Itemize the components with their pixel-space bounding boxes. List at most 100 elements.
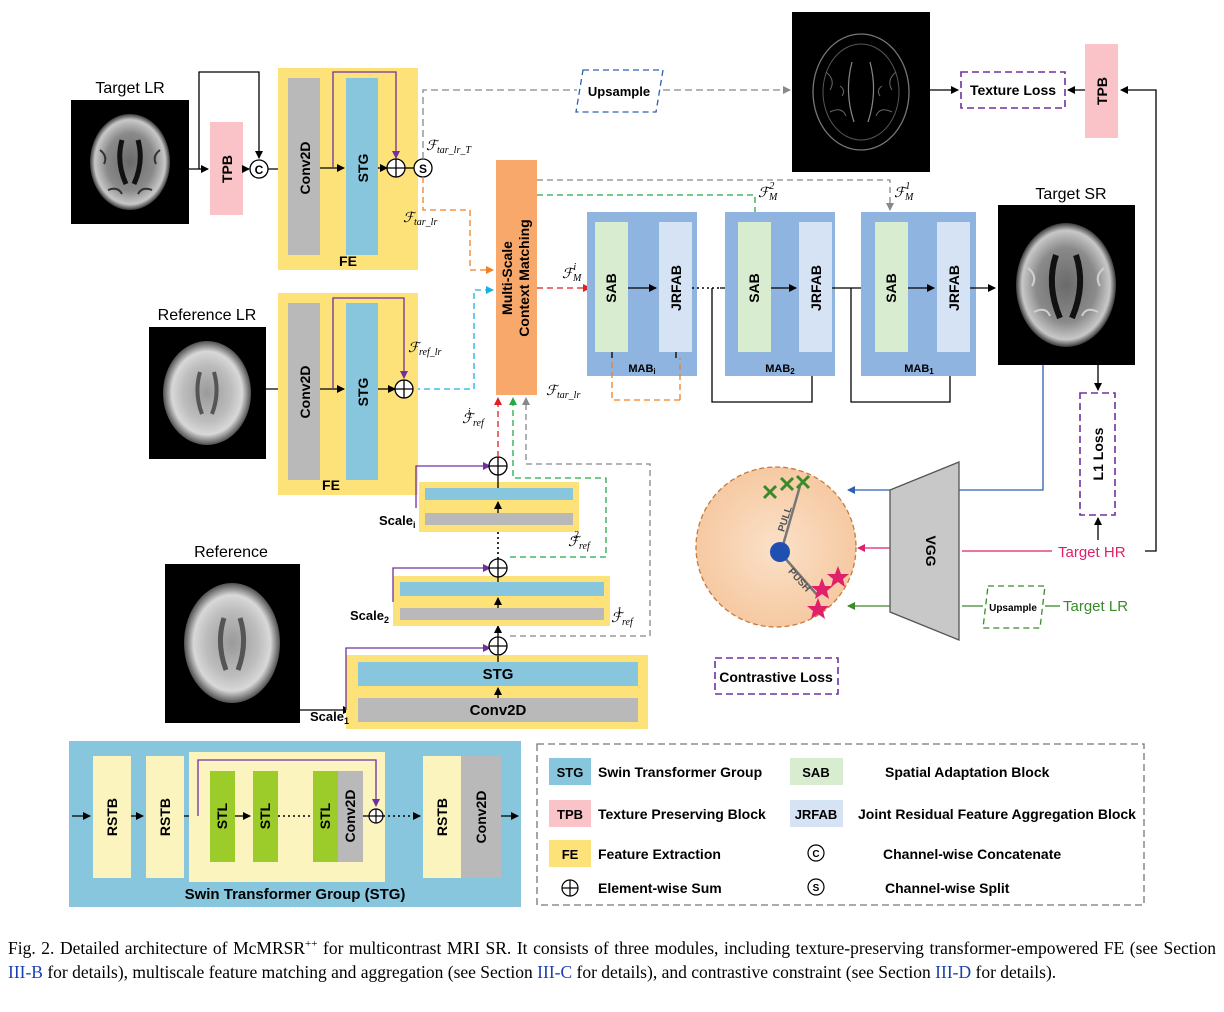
conv2d-block-detail-1 (338, 771, 363, 862)
msm-label-1: Multi-Scale (499, 241, 515, 315)
conv2d-label: Conv2D (297, 142, 313, 195)
stg-scale-i (425, 488, 573, 500)
texture-loss-box (960, 71, 1066, 109)
mab-1-label: MAB1 (904, 363, 934, 376)
section-link-iii-c[interactable]: III-C (537, 961, 573, 982)
stg-label-ref: STG (355, 378, 371, 407)
legend-swatch-sab (790, 758, 843, 785)
target-lr-image (71, 100, 189, 224)
reference-lr-image (149, 327, 266, 459)
vgg-label: VGG (923, 535, 939, 566)
conv2d-block-detail-2 (461, 756, 501, 878)
upsample-block-bottom (982, 585, 1046, 629)
section-link-iii-b[interactable]: III-B (8, 961, 43, 982)
legend-text-jrfab: Joint Residual Feature Aggregation Block (858, 806, 1136, 822)
anchor-point (770, 542, 790, 562)
l1-loss-box (1079, 392, 1116, 516)
sab-block-1 (875, 222, 908, 352)
reference-label: Reference (194, 544, 268, 561)
legend-swatch-stg (549, 758, 591, 785)
legend-text-stg: Swin Transformer Group (598, 764, 762, 780)
sab-label-2: SAB (746, 273, 762, 303)
conv2d-scale-2 (400, 608, 604, 620)
texture-loss-label: Texture Loss (970, 82, 1056, 98)
stl-block-1 (210, 771, 235, 862)
conv2d-scale-1 (358, 698, 638, 722)
multiscale-matching-block (496, 160, 537, 395)
stg-block-ref (346, 303, 378, 480)
jrfab-block-i (659, 222, 692, 352)
stg-detail-title: Swin Transformer Group (STG) (185, 886, 406, 903)
jrfab-label-2: JRFAB (808, 265, 824, 311)
target-hr-label: Target HR (1058, 544, 1126, 561)
conv2d-block-target (288, 78, 320, 255)
upsample-label-bottom: Upsample (989, 603, 1037, 614)
f-ref-1-label: ℱref1 (611, 606, 634, 628)
rstb-block-2 (146, 756, 184, 878)
fe-label: FE (339, 253, 357, 269)
target-lr-label: Target LR (95, 80, 164, 97)
legend-abbr-concat: C (812, 849, 819, 860)
section-link-iii-d[interactable]: III-D (935, 961, 972, 982)
figure-caption: Fig. 2. Detailed architecture of McMRSR+… (8, 937, 1216, 982)
rstb-block-3 (423, 756, 461, 878)
stg-scale-1-label: STG (483, 666, 514, 683)
legend-swatch-tpb (549, 800, 591, 827)
vgg-network (889, 461, 960, 641)
stg-block-target (346, 78, 378, 255)
legend-text-fe: Feature Extraction (598, 846, 721, 862)
msm-label-2: Context Matching (516, 219, 532, 336)
tpb-label-right: TPB (1094, 77, 1110, 105)
conv2d-label-detail-1: Conv2D (342, 790, 358, 843)
negative-points (807, 566, 849, 619)
mab-2-label: MAB2 (765, 363, 795, 376)
f-m-1-label: ℱM1 (894, 181, 914, 203)
target-sr-label: Target SR (1035, 186, 1106, 203)
legend-text-concat: Channel-wise Concatenate (883, 846, 1061, 862)
legend-abbr-stg: STG (557, 765, 584, 780)
rstb-block-1 (93, 756, 131, 878)
sab-label-i: SAB (603, 273, 619, 303)
legend-swatch-jrfab (790, 800, 843, 827)
jrfab-label-i: JRFAB (668, 265, 684, 311)
stl-block-3 (313, 771, 338, 862)
conv2d-label-detail-2: Conv2D (473, 791, 489, 844)
fe-label-ref: FE (322, 477, 340, 493)
stl-label-1: STL (214, 802, 230, 829)
legend-text-sab: Spatial Adaptation Block (885, 764, 1050, 780)
stg-scale-1 (358, 662, 638, 686)
tpb-block-right (1085, 44, 1118, 138)
legend-concat-icon (807, 844, 825, 862)
conv2d-scale-1-label: Conv2D (470, 702, 527, 719)
texture-edge-image (792, 12, 930, 172)
target-lr-input-label: Target LR (1063, 598, 1128, 615)
sab-label-1: SAB (883, 273, 899, 303)
legend-abbr-tpb: TPB (557, 807, 583, 822)
reference-lr-label: Reference LR (158, 307, 257, 324)
legend-text-split: Channel-wise Split (885, 880, 1010, 896)
scale-2-label: Scale2 (350, 608, 389, 625)
f-tar-lr-label: ℱtar_lr (403, 211, 437, 228)
stg-label: STG (355, 154, 371, 183)
split-symbol: S (419, 162, 427, 176)
legend-abbr-jrfab: JRFAB (795, 807, 838, 822)
stg-scale-2 (400, 582, 604, 596)
stl-label-2: STL (257, 802, 273, 829)
legend-abbr-fe: FE (562, 847, 579, 862)
sab-block-2 (738, 222, 771, 352)
architecture-diagram: Target LR TPB C Conv2D STG FE S ℱtar_lr_… (69, 12, 1157, 907)
upsample-label: Upsample (588, 84, 650, 99)
legend-text-tpb: Texture Preserving Block (598, 806, 766, 822)
f-tar-lr-t-label: ℱtar_lr_T (426, 139, 472, 156)
stl-label-3: STL (317, 802, 333, 829)
legend-swatch-fe (549, 840, 591, 867)
jrfab-block-1 (937, 222, 970, 352)
jrfab-label-1: JRFAB (946, 265, 962, 311)
contrastive-loss-label: Contrastive Loss (719, 669, 833, 685)
tpb-label: TPB (219, 155, 235, 183)
upsample-block-top (575, 69, 664, 113)
scale-i-label: Scalei (379, 513, 416, 530)
scale-1-label: Scale1 (310, 709, 349, 726)
positive-points (762, 474, 811, 500)
sab-block-i (595, 222, 628, 352)
